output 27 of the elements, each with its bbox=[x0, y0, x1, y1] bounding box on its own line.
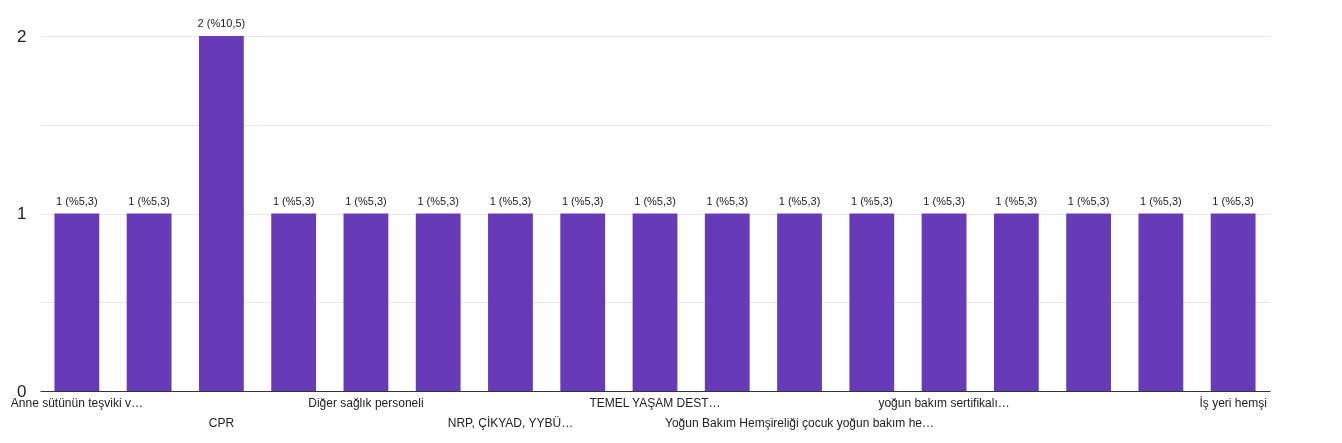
data-label: 1 (%5,3) bbox=[417, 194, 459, 207]
data-label: 1 (%5,3) bbox=[272, 194, 315, 207]
y-tick-label: 0 bbox=[17, 381, 27, 401]
x-tick-label: TEMEL YAŞAM DEST… bbox=[589, 395, 721, 410]
data-label: 1 (%5,3) bbox=[1212, 194, 1254, 207]
data-label: 1 (%5,3) bbox=[778, 194, 821, 207]
data-label: 1 (%5,3) bbox=[489, 194, 532, 207]
data-label: 1 (%5,3) bbox=[56, 194, 98, 207]
data-label: 1 (%5,3) bbox=[923, 194, 965, 207]
data-label: 2 (%10,5) bbox=[197, 17, 246, 29]
x-tick-label: İş yeri hemşi bbox=[1199, 395, 1267, 410]
data-label: 1 (%5,3) bbox=[706, 194, 749, 207]
data-label: 1 (%5,3) bbox=[128, 194, 170, 207]
data-label: 1 (%5,3) bbox=[634, 194, 676, 207]
x-tick-label: Diğer sağlık personeli bbox=[308, 395, 424, 410]
data-label: 1 (%5,3) bbox=[561, 194, 604, 207]
x-tick-label: NRP, ÇİKYAD, YYBÜ… bbox=[447, 415, 574, 430]
y-tick-label: 2 bbox=[17, 26, 27, 46]
y-tick-label: 1 bbox=[17, 204, 27, 223]
data-label: 1 (%5,3) bbox=[345, 194, 387, 207]
data-label: 1 (%5,3) bbox=[851, 194, 893, 207]
x-tick-label: Yoğun Bakım Hemşireliği çocuk yoğun bakım he… bbox=[665, 415, 935, 430]
x-tick-label: CPR bbox=[208, 415, 235, 430]
x-tick-label: yoğun bakım sertifikalı… bbox=[878, 395, 1010, 410]
data-label: 1 (%5,3) bbox=[1140, 194, 1182, 207]
data-label: 1 (%5,3) bbox=[995, 194, 1038, 207]
data-label: 1 (%5,3) bbox=[1067, 194, 1110, 207]
